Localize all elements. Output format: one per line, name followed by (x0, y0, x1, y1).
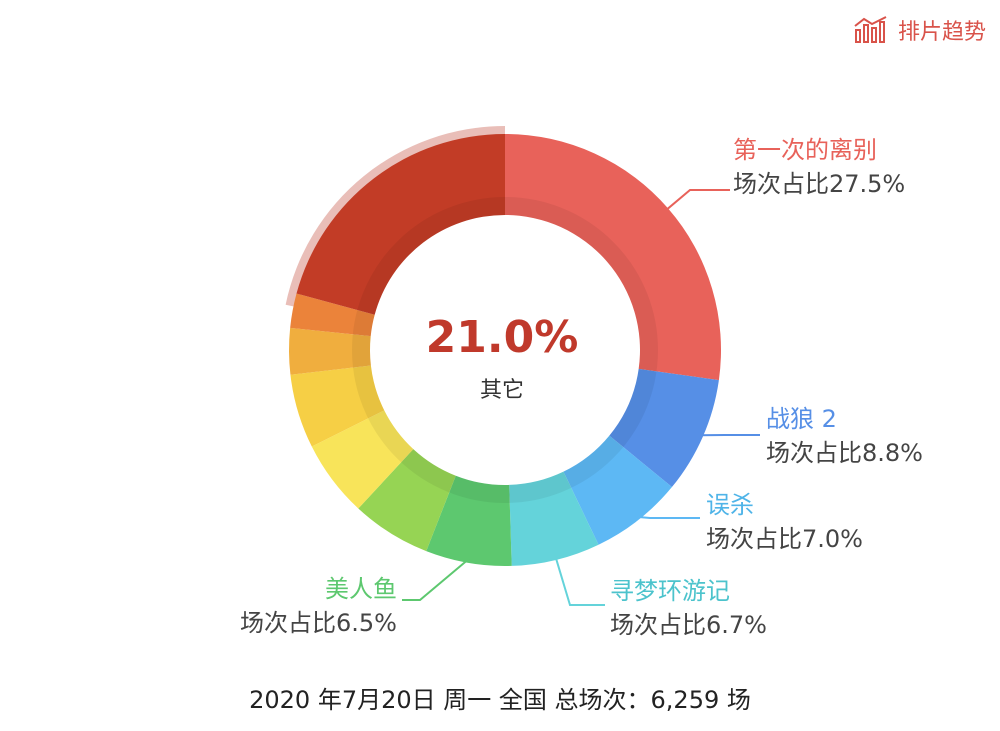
slice-name: 寻梦环游记 (610, 577, 730, 605)
donut-slice[interactable] (505, 134, 721, 381)
donut-slice[interactable] (509, 471, 599, 566)
slice-label-first-farewell: 第一次的离别 场次占比27.5% (733, 133, 905, 201)
slice-share: 场次占比6.5% (240, 609, 397, 637)
center-value: 21.0% (425, 312, 579, 363)
leader-line (402, 558, 470, 601)
slice-share: 场次占比7.0% (706, 525, 863, 553)
trend-chart-icon (854, 16, 887, 43)
donut-slice[interactable] (426, 475, 512, 566)
leader-line (661, 189, 730, 215)
leader-line (635, 515, 700, 519)
donut-slice[interactable] (296, 134, 505, 315)
donut-slice[interactable] (563, 435, 672, 545)
slice-name: 误杀 (706, 491, 754, 519)
leader-line (554, 555, 605, 606)
donut-slice[interactable] (288, 327, 371, 375)
slice-name: 美人鱼 (325, 575, 397, 603)
donut-slice[interactable] (290, 293, 375, 337)
slice-name: 第一次的离别 (733, 136, 877, 164)
inner-shade-ring (352, 197, 658, 503)
donut-slice[interactable] (358, 449, 456, 552)
slice-name: 战狼 2 (766, 405, 837, 433)
slice-share: 场次占比6.7% (610, 611, 767, 639)
trend-button[interactable]: 排片趋势 (854, 14, 986, 46)
donut-slice[interactable] (609, 368, 719, 488)
highlight-halo (285, 126, 505, 308)
donut-slice[interactable] (290, 365, 385, 447)
slice-label-sheep-without-shepherd: 误杀 场次占比7.0% (706, 488, 863, 556)
trend-label: 排片趋势 (897, 20, 986, 45)
slice-label-coco: 寻梦环游记 场次占比6.7% (610, 574, 767, 642)
slice-label-mermaid: 美人鱼 场次占比6.5% (205, 572, 397, 640)
donut-slice[interactable] (311, 410, 414, 509)
center-label: 其它 (479, 378, 524, 403)
footer-summary: 2020 年7月20日 周一 全国 总场次：6,259 场 (249, 686, 751, 714)
slice-label-wolf-warrior-2: 战狼 2 场次占比8.8% (766, 402, 923, 470)
slice-share: 场次占比8.8% (766, 439, 923, 467)
slice-share: 场次占比27.5% (733, 170, 906, 198)
